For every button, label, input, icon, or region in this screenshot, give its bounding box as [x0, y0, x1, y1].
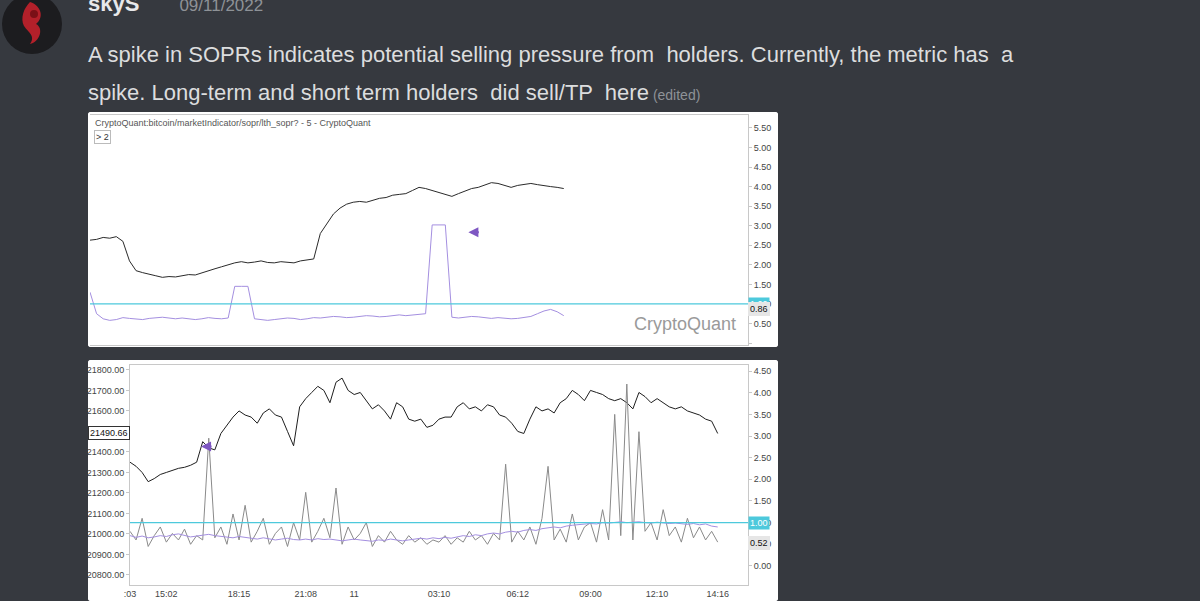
svg-text:4.50: 4.50: [754, 162, 772, 172]
svg-text:0.50: 0.50: [754, 539, 772, 549]
svg-text:1.00: 1.00: [750, 299, 768, 309]
svg-text:03:10: 03:10: [428, 589, 451, 599]
html-text:A spike in SOPRs indicates pot: A spike in SOPRs indicates potential sel…: [88, 42, 1014, 67]
svg-text:20900.00: 20900.00: [88, 550, 124, 560]
svg-text:3.00: 3.00: [754, 221, 772, 231]
svg-text:2.00: 2.00: [754, 474, 772, 484]
svg-text:21200.00: 21200.00: [88, 488, 124, 498]
svg-text:4.00: 4.00: [754, 182, 772, 192]
svg-text:2.00: 2.00: [754, 260, 772, 270]
svg-text:21490.66: 21490.66: [90, 428, 128, 438]
svg-text:CryptoQuant:bitcoin/marketIndi: CryptoQuant:bitcoin/marketIndicator/sopr…: [95, 118, 371, 128]
svg-text:CryptoQuant: CryptoQuant: [634, 314, 736, 334]
svg-text:15:02: 15:02: [155, 589, 178, 599]
html-text:spike. Long-term and short ter: spike. Long-term and short term holders …: [88, 80, 701, 105]
svg-text:4.00: 4.00: [754, 388, 772, 398]
svg-text:21400.00: 21400.00: [88, 447, 124, 457]
svg-text:21:08: 21:08: [294, 589, 317, 599]
svg-text:0.50: 0.50: [754, 319, 772, 329]
svg-text:0.52: 0.52: [750, 538, 768, 548]
svg-text:12:10: 12:10: [646, 589, 669, 599]
svg-text:5.00: 5.00: [754, 143, 772, 153]
svg-text:21800.00: 21800.00: [88, 365, 124, 375]
svg-text:21000.00: 21000.00: [88, 529, 124, 539]
svg-text:1.50: 1.50: [754, 280, 772, 290]
svg-text:20800.00: 20800.00: [88, 570, 124, 580]
svg-text:21300.00: 21300.00: [88, 468, 124, 478]
svg-text:3.50: 3.50: [754, 410, 772, 420]
svg-text:21100.00: 21100.00: [88, 509, 124, 519]
svg-text:2.50: 2.50: [754, 240, 772, 250]
svg-text:2.50: 2.50: [754, 453, 772, 463]
svg-text:0.86: 0.86: [750, 304, 768, 314]
svg-text:1.00: 1.00: [754, 518, 772, 528]
svg-text:14:16: 14:16: [706, 589, 729, 599]
svg-text:21700.00: 21700.00: [88, 386, 124, 396]
svg-text:5.50: 5.50: [754, 123, 772, 133]
svg-text:1.00: 1.00: [750, 518, 768, 528]
svg-text:1.00: 1.00: [754, 299, 772, 309]
svg-text:06:12: 06:12: [506, 589, 529, 599]
svg-text:3.00: 3.00: [754, 431, 772, 441]
svg-text:11: 11: [350, 589, 359, 599]
svg-text:18:15: 18:15: [228, 589, 251, 599]
svg-text:4.50: 4.50: [754, 366, 772, 376]
svg-text:> 2: > 2: [96, 132, 109, 142]
svg-text:09:00: 09:00: [579, 589, 602, 599]
svg-text:21600.00: 21600.00: [88, 406, 124, 416]
svg-text:0.00: 0.00: [754, 561, 772, 571]
svg-text:1.50: 1.50: [754, 496, 772, 506]
svg-text:21500.00: 21500.00: [88, 427, 124, 437]
svg-text:3.50: 3.50: [754, 201, 772, 211]
svg-text::03: :03: [124, 589, 137, 599]
